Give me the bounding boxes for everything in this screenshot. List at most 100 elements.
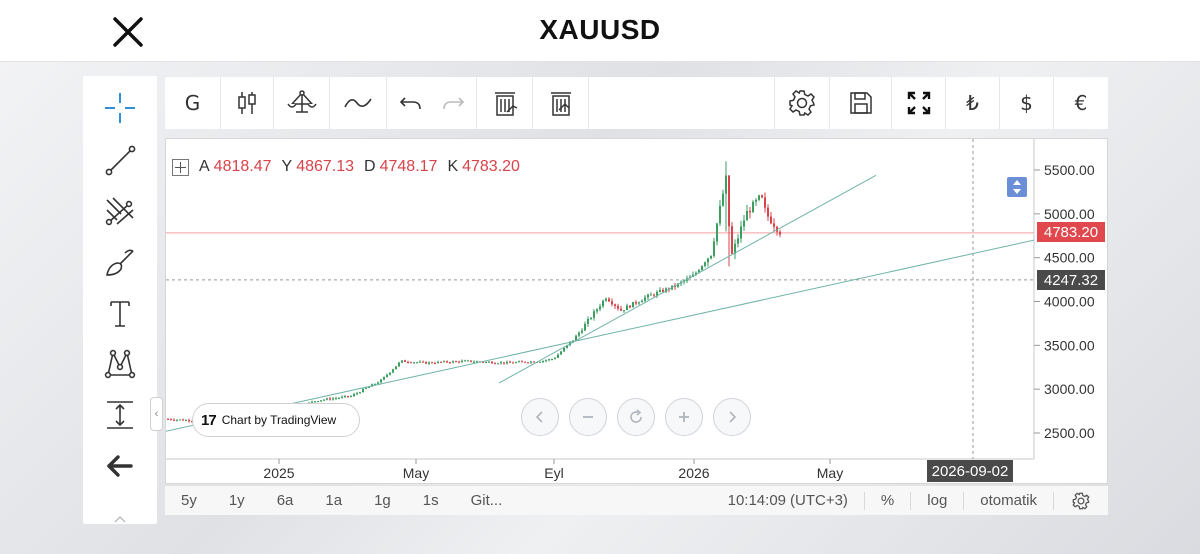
crosshair-tool[interactable] [83, 86, 157, 130]
currency-usd-button[interactable]: $ [1000, 77, 1054, 129]
range-1s[interactable]: 1s [422, 492, 439, 509]
candle-body [431, 362, 433, 364]
candle-body [377, 382, 379, 384]
range-5y[interactable]: 5y [181, 492, 197, 509]
compare-button[interactable] [274, 77, 330, 129]
candle-body [395, 366, 397, 370]
collapse-toolbar-button[interactable]: ‹ [150, 397, 163, 431]
settings-button[interactable] [774, 77, 830, 129]
redo-icon[interactable] [441, 93, 465, 113]
chevron-left-icon [535, 411, 543, 423]
currency-try-button[interactable]: ₺ [946, 77, 1000, 129]
currency-eur-label: € [1074, 91, 1088, 115]
delete-indicators-button[interactable] [533, 77, 589, 129]
scroll-right-button[interactable] [713, 398, 751, 436]
timezone-button[interactable]: (UTC+3) [790, 492, 848, 509]
candle-body [656, 291, 658, 296]
candle-body [470, 360, 472, 362]
chevron-up-icon[interactable] [114, 510, 126, 528]
close-button[interactable] [108, 12, 148, 52]
candle-body [326, 398, 328, 400]
chart-settings-button[interactable] [1054, 486, 1108, 516]
brush-icon [106, 249, 134, 276]
candle-body [437, 361, 439, 364]
separator [863, 491, 865, 510]
candle-body [593, 311, 595, 318]
goto-date-button[interactable]: Git... [470, 492, 503, 509]
tradingview-badge-text: Chart by TradingView [221, 413, 337, 427]
expand-legend-button[interactable] [172, 158, 189, 176]
brush-tool[interactable] [83, 240, 157, 284]
candle-body [665, 288, 667, 292]
save-button[interactable] [830, 77, 892, 129]
range-1a[interactable]: 1a [325, 492, 343, 509]
percent-toggle[interactable]: % [880, 492, 895, 509]
candle-body [428, 362, 430, 364]
candle-body [563, 347, 565, 352]
candle-body [464, 360, 466, 362]
undo-redo-group [387, 77, 477, 129]
pitchfork-tool[interactable] [83, 189, 157, 233]
scroll-left-button[interactable] [521, 398, 559, 436]
trend-line-lower [166, 239, 1035, 432]
candle-body [434, 363, 436, 365]
chart-toolbar: G [165, 77, 1108, 129]
candle-body [425, 361, 427, 364]
y-tick-label: 2500.00 [1044, 425, 1095, 441]
candle-body [554, 357, 556, 359]
x-tick-label: Eyl [544, 465, 563, 481]
candle-body [743, 220, 745, 227]
trend-line-icon [105, 145, 136, 176]
candle-body [734, 243, 736, 254]
candle-body [578, 332, 580, 336]
candle-body [512, 362, 514, 364]
candle-body [500, 362, 502, 364]
y-tick-label: 3000.00 [1044, 381, 1095, 397]
undo-icon[interactable] [399, 93, 423, 113]
range-1y[interactable]: 1y [228, 492, 245, 509]
candle-body [494, 363, 496, 365]
delete-drawings-button[interactable] [477, 77, 533, 129]
interval-button[interactable]: G [165, 77, 221, 129]
pattern-tool[interactable] [83, 342, 157, 386]
crosshair-date-tag: 2026-09-02 [927, 460, 1013, 482]
range-6a[interactable]: 6a [276, 492, 294, 509]
zoom-out-button[interactable] [569, 398, 607, 436]
candle-body [386, 374, 388, 377]
crosshair-icon [105, 93, 135, 123]
candle-body [749, 211, 751, 213]
scroll-to-realtime-button[interactable] [1007, 177, 1027, 197]
candle-body [533, 361, 535, 363]
candle-body [737, 238, 739, 244]
candle-body [740, 226, 742, 239]
candle-body [185, 420, 187, 422]
candle-body [632, 301, 634, 308]
range-1g[interactable]: 1g [374, 492, 391, 509]
close-value: 4783.20 [462, 158, 520, 175]
candle-body [410, 362, 412, 364]
zoom-in-button[interactable] [665, 398, 703, 436]
candle-body [170, 419, 172, 421]
candle-body [611, 301, 613, 305]
indicators-button[interactable] [330, 77, 387, 129]
candle-body [188, 420, 190, 422]
fullscreen-button[interactable] [892, 77, 946, 129]
reset-chart-button[interactable] [617, 398, 655, 436]
auto-scale-toggle[interactable]: otomatik [980, 492, 1037, 509]
measure-tool[interactable] [83, 393, 157, 437]
candle-body [407, 361, 409, 363]
chart-type-button[interactable] [221, 77, 274, 129]
high-label: Y [281, 158, 293, 175]
fullscreen-icon [907, 91, 930, 115]
toolbar-spacer [589, 77, 774, 129]
candle-body [758, 195, 760, 200]
candle-body [521, 361, 523, 363]
currency-eur-button[interactable]: € [1054, 77, 1108, 129]
back-tool[interactable] [83, 444, 157, 488]
trend-line-tool[interactable] [83, 138, 157, 182]
candle-body [764, 197, 766, 208]
log-toggle[interactable]: log [927, 492, 948, 509]
tradingview-badge[interactable]: 17 Chart by TradingView [192, 403, 360, 437]
text-tool[interactable] [83, 291, 157, 335]
candle-body [458, 361, 460, 363]
